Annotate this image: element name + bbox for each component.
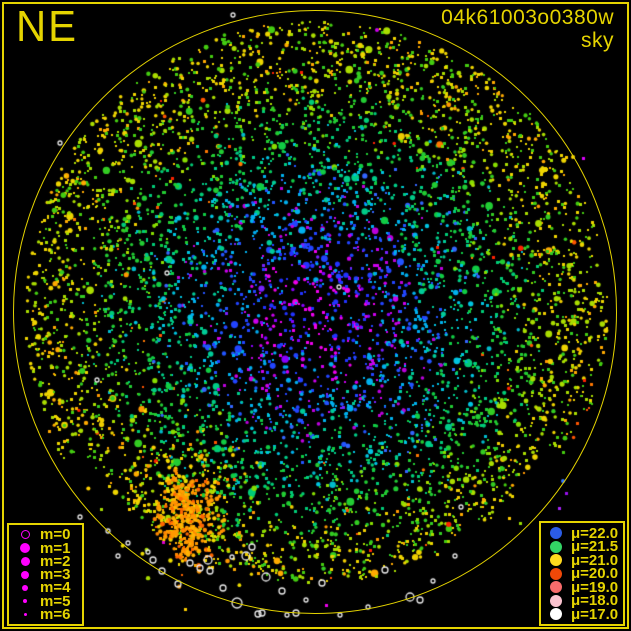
mu19-label: μ=19.0 <box>571 578 619 596</box>
legend-row: m=6 <box>15 605 82 623</box>
m6-label: m=6 <box>40 605 71 623</box>
mu215-label: μ=21.5 <box>571 538 619 555</box>
mu20-marker-icon <box>550 567 562 580</box>
legend-row: m=0 <box>15 526 82 544</box>
legend-row: m=4 <box>15 579 82 597</box>
m1-marker-icon <box>20 543 30 553</box>
field-boundary-circle <box>13 10 617 614</box>
legend-row: μ=20.0 <box>546 565 623 582</box>
legend-row: μ=21.5 <box>546 538 623 555</box>
m2-marker-icon <box>20 556 30 566</box>
m5-label: m=5 <box>40 592 71 610</box>
mu21-marker-icon <box>550 554 562 566</box>
legend-row: μ=18.0 <box>546 592 623 609</box>
mu19-marker-icon <box>550 581 562 593</box>
mu20-label: μ=20.0 <box>571 565 619 582</box>
legend-row: μ=17.0 <box>546 605 623 623</box>
legend-row: m=3 <box>15 566 82 583</box>
mu21-label: μ=21.0 <box>571 551 619 569</box>
legend-row: μ=21.0 <box>546 551 623 569</box>
mu18-marker-icon <box>550 594 562 607</box>
surface-brightness-legend: μ=22.0 μ=21.5 μ=21.0 μ=20.0 μ=19.0 μ=18.… <box>539 521 625 626</box>
field-subtitle: sky <box>581 29 614 52</box>
legend-row: m=5 <box>15 592 82 610</box>
mu22-label: μ=22.0 <box>571 524 619 542</box>
m3-marker-icon <box>21 570 29 579</box>
orientation-label: NE <box>16 2 78 51</box>
legend-row: m=2 <box>15 552 82 570</box>
field-title: 04k61003o0380w <box>441 6 614 29</box>
mu17-label: μ=17.0 <box>571 605 619 623</box>
m1-label: m=1 <box>40 539 71 557</box>
mu215-marker-icon <box>550 540 562 553</box>
m4-marker-icon <box>22 584 28 591</box>
m4-label: m=4 <box>40 579 71 597</box>
mu22-marker-icon <box>550 527 562 539</box>
m0-label: m=0 <box>40 526 71 544</box>
m5-marker-icon <box>22 598 28 604</box>
mu18-label: μ=18.0 <box>571 592 619 609</box>
m3-label: m=3 <box>40 566 71 583</box>
legend-row: μ=19.0 <box>546 578 623 596</box>
mu17-marker-icon <box>550 608 562 620</box>
m2-label: m=2 <box>40 552 71 570</box>
title-block: 04k61003o0380w sky <box>441 6 614 52</box>
legend-row: μ=22.0 <box>546 524 623 542</box>
magnitude-legend: m=0 m=1 m=2 m=3 m=4 m=5 m=6 <box>7 523 84 626</box>
m6-marker-icon <box>23 612 27 616</box>
m0-marker-icon <box>20 530 30 540</box>
legend-row: m=1 <box>15 539 82 557</box>
